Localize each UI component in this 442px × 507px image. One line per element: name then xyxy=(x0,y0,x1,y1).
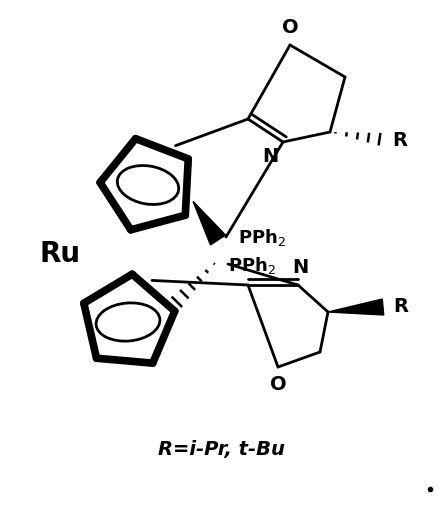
Text: R: R xyxy=(393,298,408,316)
Text: R: R xyxy=(392,130,407,150)
Text: R=i-Pr, t-Bu: R=i-Pr, t-Bu xyxy=(157,440,285,458)
Text: PPh$_2$: PPh$_2$ xyxy=(238,227,286,247)
Text: O: O xyxy=(270,375,286,394)
Polygon shape xyxy=(193,201,225,245)
Text: N: N xyxy=(262,147,278,166)
Text: O: O xyxy=(282,18,298,37)
Polygon shape xyxy=(328,299,384,315)
Text: Ru: Ru xyxy=(39,240,80,268)
Text: N: N xyxy=(292,258,308,277)
Text: PPh$_2$: PPh$_2$ xyxy=(228,255,276,275)
